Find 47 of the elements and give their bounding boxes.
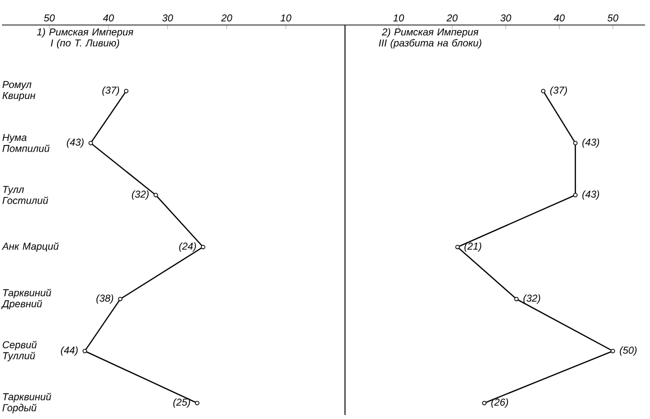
point [200,244,206,250]
data-label: (21) [464,242,482,252]
y-tick-label: Нума Помпилий [2,134,50,152]
x-tick-label: 50 [44,14,55,22]
x-tick-label: 40 [102,14,114,22]
data-label: (24) [179,242,196,252]
x-tick-label: 30 [500,14,512,22]
y-tick-label: Анк Марций [2,242,59,252]
x-tick-label: 20 [446,14,458,22]
point [194,400,200,406]
point [482,400,486,406]
x-tick-label: 20 [221,14,232,22]
data-label: (37) [102,86,120,96]
data-label: (38) [96,294,114,304]
y-tick-label: Тарквиний Древний [1,288,52,310]
data-label: (50) [620,346,637,356]
point [573,192,578,198]
point [610,348,616,354]
y-tick-label: Ромул Квирин [2,81,36,102]
point [541,88,546,94]
data-label: (25) [173,398,190,408]
y-tick-label: Тулл Гостилий [2,186,48,204]
data-label: (44) [60,346,78,356]
data-label: (43) [582,190,600,200]
point [118,296,122,302]
text: 2) Римская Империя III (разбита на блоки) [378,28,482,48]
point [514,296,519,302]
point [154,192,158,198]
point [573,140,578,146]
x-tick-label: 30 [162,14,174,22]
data-label: (37) [550,86,567,96]
y-tick-label: Сервий Туллий [2,340,37,362]
x-tick-label: 50 [608,14,618,22]
text: 1) Римская Империя I (по Т. Ливию) [36,28,134,48]
point [455,244,460,250]
point [82,348,87,354]
x-tick-label: 10 [280,14,292,22]
data-label: (32) [132,190,149,200]
data-label: (43) [582,138,600,148]
y-tick-label: Тарквиний Гордый [2,392,52,414]
x-tick-label: 10 [393,14,404,22]
point [88,140,93,146]
data-label: (32) [523,294,540,304]
x-tick-label: 40 [554,14,565,22]
data-label: (43) [66,138,84,148]
data-label: (26) [491,398,508,408]
point [124,88,128,94]
